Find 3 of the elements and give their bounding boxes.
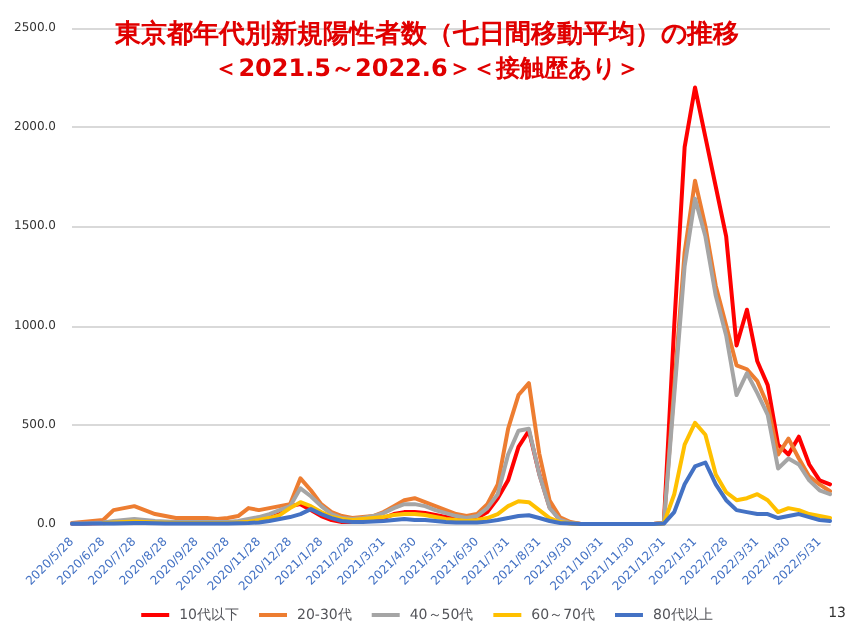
line-series [70,460,832,526]
text: ＜2021.5～2022.6＞＜接触歴あり＞ [214,54,640,82]
chart-title: 東京都年代別新規陽性者数（七日間移動平均）の推移 [113,18,739,50]
